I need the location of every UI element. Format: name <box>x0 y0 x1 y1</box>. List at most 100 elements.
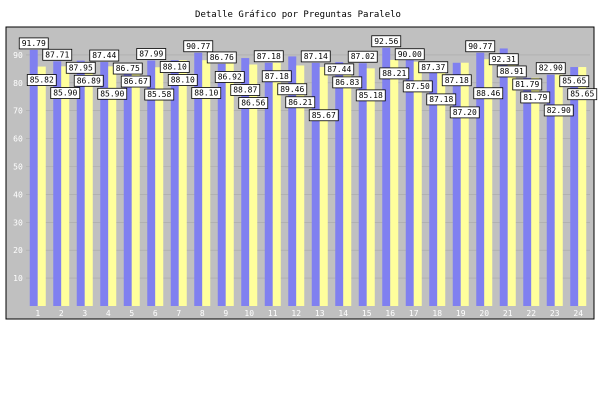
data-label-box <box>394 48 425 61</box>
data-label: 87.44 <box>327 65 351 74</box>
bar <box>476 52 485 306</box>
x-tick-label: 9 <box>223 309 228 318</box>
bar <box>382 47 391 306</box>
bar <box>554 74 563 306</box>
data-label: 88.10 <box>171 76 195 85</box>
bar <box>531 77 540 306</box>
bar <box>499 48 508 306</box>
bar <box>131 64 140 306</box>
data-label: 86.75 <box>116 64 140 73</box>
data-label-box <box>112 62 143 75</box>
bar <box>452 62 461 307</box>
data-label: 86.56 <box>241 98 265 107</box>
x-tick-label: 18 <box>432 309 442 318</box>
data-label: 92.56 <box>374 37 398 46</box>
data-label-box <box>347 50 378 63</box>
bar <box>217 63 226 306</box>
data-label-box <box>488 53 519 66</box>
data-label: 85.82 <box>30 76 54 85</box>
data-label: 85.58 <box>147 90 171 99</box>
y-tick-label: 50 <box>13 163 23 172</box>
bar <box>123 63 132 306</box>
data-label: 81.79 <box>523 93 547 102</box>
bar <box>578 67 587 306</box>
x-tick-label: 4 <box>106 309 111 318</box>
bar <box>507 57 516 306</box>
data-label-box <box>285 96 316 109</box>
data-label: 85.90 <box>100 89 124 98</box>
data-label: 90.00 <box>398 50 422 59</box>
y-tick-label: 10 <box>13 274 23 283</box>
bar <box>296 65 305 307</box>
x-tick-label: 10 <box>244 309 254 318</box>
data-label: 87.37 <box>421 63 445 72</box>
y-tick-label: 30 <box>13 218 23 227</box>
data-label-box <box>50 87 81 99</box>
data-label: 88.10 <box>163 63 187 72</box>
data-label-box <box>449 106 480 119</box>
data-label-box <box>26 74 57 86</box>
data-label: 81.79 <box>515 80 539 89</box>
data-label-box <box>371 35 402 48</box>
x-tick-label: 2 <box>59 309 64 318</box>
data-label: 92.31 <box>492 55 516 64</box>
data-label: 91.79 <box>22 39 46 48</box>
data-label-box <box>402 80 433 93</box>
bar <box>570 67 579 306</box>
bar <box>523 77 532 306</box>
chart-title: Detalle Gráfico por Preguntas Paralelo <box>195 10 401 20</box>
data-label-box <box>308 109 339 122</box>
data-label-box <box>473 87 504 100</box>
bar <box>108 66 117 307</box>
data-label-box <box>261 70 292 83</box>
data-label-box <box>206 51 237 64</box>
x-tick-label: 22 <box>526 309 536 318</box>
data-label-box <box>214 71 245 83</box>
bar <box>335 62 344 306</box>
data-label: 87.18 <box>429 95 453 104</box>
bar <box>460 62 469 306</box>
data-label-box <box>73 74 104 87</box>
bar <box>202 60 211 306</box>
data-label-box <box>496 65 527 78</box>
bar <box>546 74 555 306</box>
data-label-box <box>238 97 269 109</box>
bar <box>484 59 493 307</box>
bar <box>311 62 320 307</box>
data-label: 87.02 <box>351 52 375 61</box>
data-label: 85.90 <box>53 89 77 98</box>
data-label-box <box>567 88 598 101</box>
data-label: 87.50 <box>406 82 430 91</box>
data-label-box <box>42 48 73 61</box>
data-label-box <box>167 74 198 86</box>
data-label: 82.90 <box>539 64 563 73</box>
bar <box>147 60 156 306</box>
x-tick-label: 11 <box>268 309 278 318</box>
data-label-box <box>277 83 308 96</box>
data-label: 89.46 <box>280 85 304 94</box>
bar <box>84 63 93 306</box>
data-label-box <box>183 40 214 53</box>
data-label: 87.99 <box>139 50 163 59</box>
data-labels: 91.79 85.82 87.71 85.90 87.95 86.89 87.44 85.90… <box>18 35 598 122</box>
data-label: 87.18 <box>445 76 469 85</box>
bar <box>366 68 375 306</box>
y-tick-label: 90 <box>13 51 23 60</box>
data-label: 87.95 <box>69 63 93 72</box>
x-tick-label: 13 <box>315 309 325 318</box>
bar <box>249 64 258 307</box>
data-label-box <box>191 87 222 99</box>
y-tick-label: 60 <box>13 135 23 144</box>
x-tick-label: 17 <box>409 309 419 318</box>
x-tick-label: 24 <box>573 309 583 318</box>
x-tick-label: 12 <box>291 309 301 318</box>
data-label-box <box>324 63 355 76</box>
data-label: 85.65 <box>562 77 586 86</box>
data-label: 86.67 <box>124 77 148 86</box>
data-label-box <box>253 50 284 63</box>
data-label: 87.44 <box>92 51 116 60</box>
bar <box>405 54 414 307</box>
bar <box>413 61 422 306</box>
bar <box>194 52 203 306</box>
